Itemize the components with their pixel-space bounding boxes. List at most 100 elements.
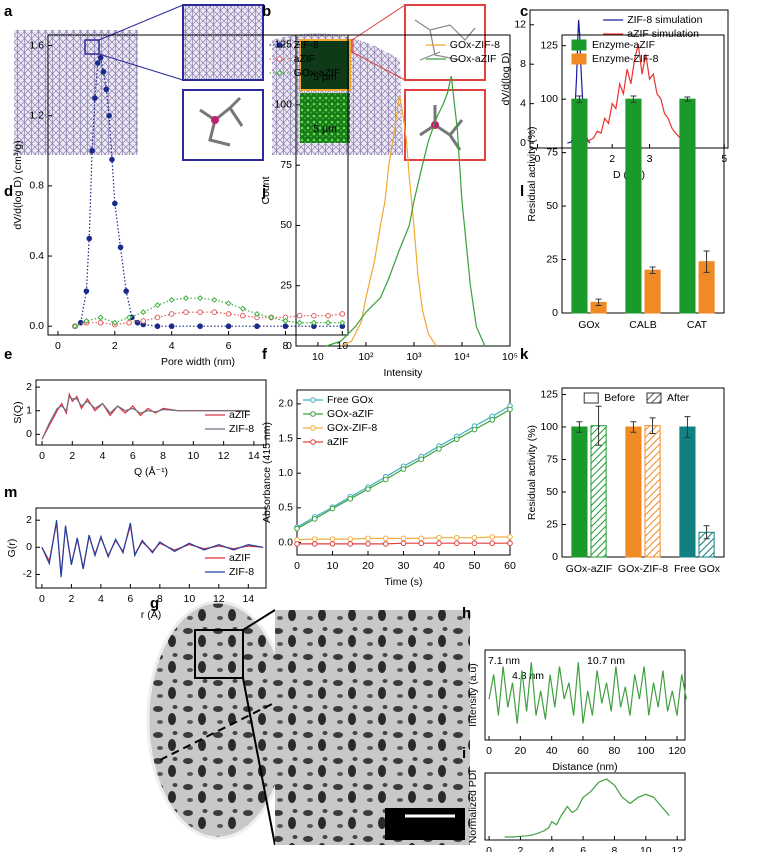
- zinc-atom: [211, 116, 219, 124]
- x-tick-label: 10²: [358, 351, 374, 363]
- x-tick-label: 0: [39, 450, 45, 462]
- y-tick-label: 0: [286, 340, 292, 352]
- x-tick-label: 0: [294, 560, 300, 572]
- legend-swatch: [571, 39, 587, 51]
- marker: [453, 436, 460, 443]
- y-axis-label: G(r): [6, 539, 18, 558]
- marker: [365, 535, 371, 542]
- data-line: [488, 662, 687, 724]
- marker: [418, 456, 425, 463]
- x-tick-label: 0: [39, 593, 45, 605]
- error-bar: [630, 95, 637, 103]
- marker: [436, 540, 442, 547]
- legend-label: ZIF-8: [229, 423, 254, 435]
- x-axis-label: r (Å): [141, 608, 161, 621]
- x-tick-label: 60: [504, 560, 516, 572]
- inset-azif-image: [300, 93, 350, 143]
- marker: [294, 525, 300, 532]
- marker: [310, 411, 316, 417]
- inset-structure: [404, 4, 486, 81]
- marker: [507, 534, 513, 540]
- marker: [296, 319, 303, 326]
- panel-label: k: [520, 346, 529, 363]
- marker: [325, 319, 332, 326]
- y-tick-label: 25: [546, 518, 558, 530]
- error-bar: [684, 96, 691, 102]
- panel-label: h: [462, 605, 471, 622]
- molecule-drawing: [199, 96, 244, 147]
- data-line: [585, 44, 688, 144]
- inset-molecule: [182, 89, 264, 161]
- y-axis-label: Intensity (a.u): [467, 663, 479, 727]
- y-tick-label: 50: [546, 200, 558, 212]
- marker: [276, 56, 283, 62]
- x-tick-label: 40: [546, 745, 558, 757]
- error-bar: [576, 95, 583, 103]
- plot-frame: [484, 772, 686, 841]
- y-tick-label: 0: [26, 428, 32, 440]
- y-tick-label: 1.0: [278, 467, 293, 479]
- marker: [123, 288, 129, 294]
- legend-label: Enzyme-ZIF-8: [592, 53, 659, 65]
- x-tick-label: 20: [514, 745, 526, 757]
- marker: [83, 288, 90, 294]
- marker: [400, 540, 407, 547]
- marker: [311, 312, 317, 319]
- marker: [117, 244, 124, 251]
- zoom-line: [351, 4, 406, 81]
- y-axis-label: Residual activity (%): [526, 126, 538, 221]
- legend-label: Enzyme-aZIF: [592, 39, 655, 51]
- marker: [154, 302, 161, 309]
- x-tick-label: 10: [312, 351, 324, 363]
- marker: [126, 319, 132, 326]
- annotation: 4.3 nm: [512, 670, 544, 682]
- x-tick-label: 10: [640, 845, 652, 852]
- marker: [325, 312, 331, 319]
- marker: [197, 323, 203, 330]
- y-tick-label: 50: [546, 486, 558, 498]
- plot-frame: [561, 34, 725, 314]
- marker: [268, 314, 275, 321]
- bar: [625, 426, 642, 558]
- y-tick-label: 0.8: [29, 180, 44, 192]
- marker: [294, 541, 300, 547]
- legend-label: aZIF: [327, 436, 349, 448]
- marker: [254, 323, 260, 330]
- x-tick-label: 50: [469, 560, 481, 572]
- legend-label: Before: [604, 392, 635, 404]
- bar: [679, 98, 696, 314]
- marker: [365, 486, 371, 492]
- x-tick-label: 8: [160, 450, 166, 462]
- error-bar: [630, 421, 637, 433]
- x-tick-label: 100: [637, 745, 655, 757]
- marker: [89, 147, 95, 154]
- y-tick-label: 0: [552, 307, 558, 319]
- marker: [112, 200, 118, 207]
- y-tick-label: 25: [546, 253, 558, 265]
- y-tick-label: 125: [540, 39, 558, 51]
- x-tick-label: Free GOx: [674, 563, 721, 575]
- structure-drawing: [414, 19, 476, 61]
- y-axis-label: Count: [260, 176, 272, 204]
- x-tick-label: 10: [327, 560, 339, 572]
- y-axis-label: dV/d(log D): [500, 52, 512, 105]
- x-tick-label: 10⁵: [502, 351, 518, 363]
- legend-swatch: [583, 392, 599, 404]
- x-tick-label: 4: [549, 845, 555, 852]
- zoom-box: [84, 39, 100, 55]
- y-tick-label: 75: [280, 159, 292, 171]
- marker: [109, 156, 115, 163]
- legend-swatch: [571, 53, 587, 65]
- x-tick-label: GOx: [578, 319, 600, 331]
- x-tick-label: 0: [535, 153, 541, 165]
- data-line: [326, 75, 486, 347]
- x-tick-label: 2: [609, 153, 615, 165]
- y-tick-label: 2: [26, 514, 32, 526]
- marker: [92, 95, 98, 101]
- x-tick-label: 8: [157, 593, 163, 605]
- x-tick-label: 2: [68, 593, 74, 605]
- legend-label: Free GOx: [327, 394, 374, 406]
- marker: [282, 317, 289, 324]
- legend-label: After: [667, 392, 690, 404]
- y-axis-label: Residual activity (%): [526, 425, 538, 520]
